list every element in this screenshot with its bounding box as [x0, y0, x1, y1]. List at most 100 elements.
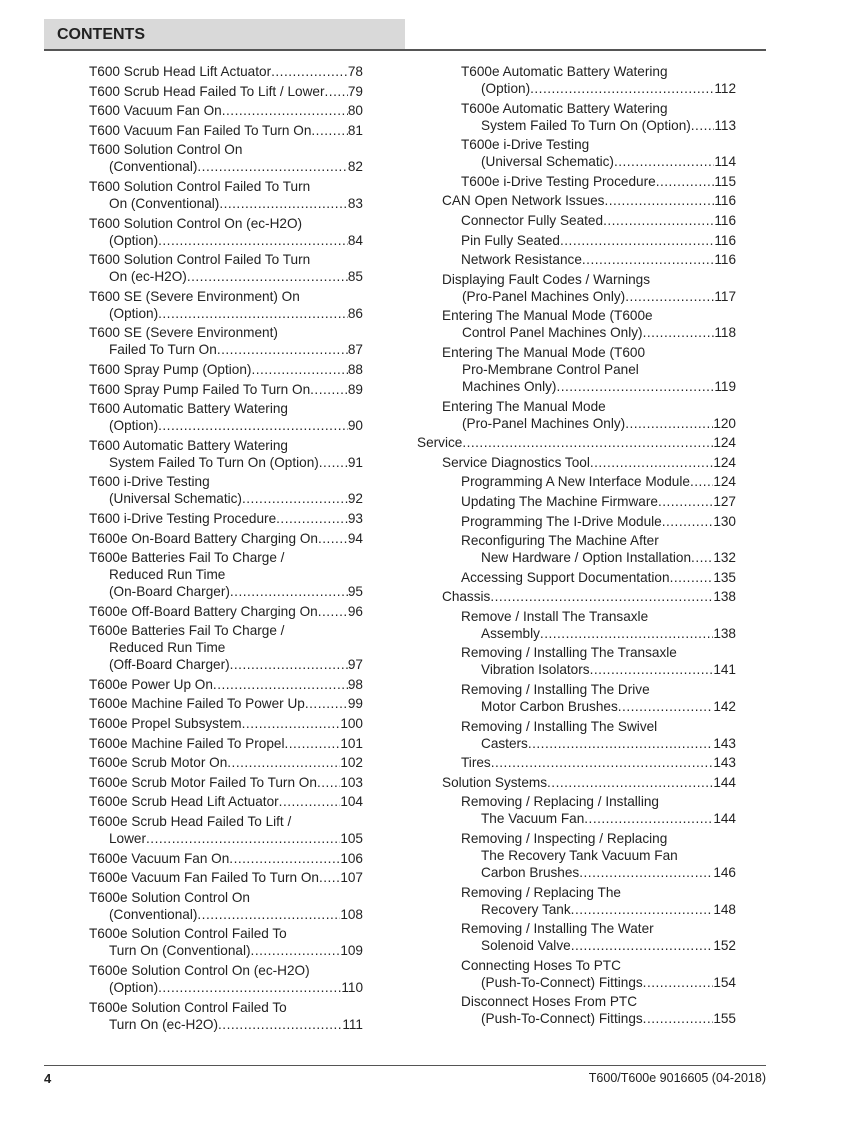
toc-entry[interactable]: Removing / Installing The Water Solenoid … [417, 920, 736, 954]
toc-entry[interactable]: Chassis 138 [417, 588, 736, 605]
toc-entry[interactable]: Connecting Hoses To PTC (Push-To-Connect)… [417, 957, 736, 991]
toc-entry-line: Pro-Membrane Control Panel [442, 361, 736, 378]
toc-entry[interactable]: Entering The Manual Mode (T600e Control P… [417, 307, 736, 341]
toc-entry-line: T600 SE (Severe Environment) On [89, 288, 363, 305]
toc-entry[interactable]: T600e i-Drive Testing (Universal Schemati… [417, 136, 736, 170]
toc-entry[interactable]: T600 Solution Control On (ec-H2O) (Option… [89, 215, 363, 249]
toc-entry-line: Failed To Turn On 87 [89, 341, 363, 358]
toc-entry[interactable]: T600 Vacuum Fan On 80 [89, 102, 363, 119]
toc-entry[interactable]: Removing / Replacing / Installing The Vac… [417, 793, 736, 827]
toc-entry[interactable]: Service Diagnostics Tool 124 [417, 454, 736, 471]
toc-entry[interactable]: Removing / Installing The Drive Motor Car… [417, 681, 736, 715]
toc-entry[interactable]: T600e Machine Failed To Propel 101 [89, 735, 363, 752]
toc-entry[interactable]: Network Resistance 116 [417, 251, 736, 268]
toc-entry[interactable]: Accessing Support Documentation 135 [417, 569, 736, 586]
toc-entry[interactable]: CAN Open Network Issues 116 [417, 192, 736, 209]
toc-page-number: 113 [714, 117, 736, 133]
toc-entry[interactable]: T600 Vacuum Fan Failed To Turn On 81 [89, 122, 363, 139]
toc-entry[interactable]: Displaying Fault Codes / Warnings (Pro-Pa… [417, 271, 736, 305]
toc-page-number: 103 [340, 774, 363, 790]
toc-entry[interactable]: T600 SE (Severe Environment) On(Option) 8… [89, 288, 363, 322]
toc-entry[interactable]: T600e Scrub Head Failed To Lift /Lower 10… [89, 813, 363, 847]
toc-page-number: 100 [340, 716, 363, 732]
dot-leader [579, 864, 713, 881]
dot-leader [490, 588, 713, 605]
toc-entry[interactable]: Disconnect Hoses From PTC (Push-To-Connec… [417, 993, 736, 1027]
toc-entry-line: (Universal Schematic) 92 [89, 490, 363, 507]
toc-entry[interactable]: T600e Batteries Fail To Charge / Reduced … [89, 549, 363, 600]
dot-leader [230, 583, 348, 600]
toc-entry[interactable]: T600e Scrub Motor Failed To Turn On 103 [89, 774, 363, 791]
toc-entry[interactable]: T600e Machine Failed To Power Up 99 [89, 695, 363, 712]
toc-entry[interactable]: T600 Solution Control On(Conventional) 82 [89, 141, 363, 175]
toc-entry-line: T600 Solution Control Failed To Turn [89, 251, 363, 268]
toc-entry-line: (Conventional) 108 [89, 906, 363, 923]
toc-entry[interactable]: Solution Systems 144 [417, 774, 736, 791]
dot-leader [590, 454, 713, 471]
toc-entry[interactable]: T600 Scrub Head Lift Actuator 78 [89, 63, 363, 80]
toc-entry[interactable]: Tires 143 [417, 754, 736, 771]
toc-entry[interactable]: T600e Automatic Battery Watering (Option)… [417, 63, 736, 97]
toc-entry-line: T600e Scrub Motor On 102 [89, 754, 363, 771]
toc-entry[interactable]: T600e Solution Control On(Conventional) 1… [89, 889, 363, 923]
toc-entry[interactable]: T600 SE (Severe Environment) Failed To Tu… [89, 324, 363, 358]
toc-entry-title: Network Resistance [461, 252, 582, 268]
dot-leader [318, 530, 348, 547]
toc-entry-line: T600 Automatic Battery Watering [89, 437, 363, 454]
toc-entry-title: T600 i-Drive Testing [89, 474, 210, 490]
toc-entry[interactable]: Connector Fully Seated 116 [417, 212, 736, 229]
toc-entry[interactable]: T600 Scrub Head Failed To Lift / Lower 79 [89, 83, 363, 100]
toc-entry[interactable]: T600 i-Drive Testing (Universal Schematic… [89, 473, 363, 507]
toc-entry-line: (Pro-Panel Machines Only) 120 [442, 415, 736, 432]
toc-entry-line: (Push-To-Connect) Fittings 155 [461, 1010, 736, 1027]
toc-entry[interactable]: T600e Automatic Battery Watering System F… [417, 100, 736, 134]
toc-page-number: 104 [340, 794, 363, 810]
toc-entry-title: Removing / Installing The Swivel [461, 718, 658, 734]
toc-entry[interactable]: T600 Automatic Battery Watering(Option) 9… [89, 400, 363, 434]
toc-page-number: 144 [713, 811, 736, 827]
toc-entry[interactable]: T600e Vacuum Fan Failed To Turn On 107 [89, 869, 363, 886]
dot-leader [462, 434, 713, 451]
toc-entry-line: (Push-To-Connect) Fittings 154 [461, 974, 736, 991]
toc-entry[interactable]: Pin Fully Seated 116 [417, 232, 736, 249]
toc-entry[interactable]: T600e Solution Control Failed To Turn On … [89, 925, 363, 959]
toc-entry[interactable]: T600 Automatic Battery Watering System Fa… [89, 437, 363, 471]
toc-entry[interactable]: T600e Solution Control Failed To Turn On … [89, 999, 363, 1033]
toc-entry[interactable]: T600 Solution Control Failed To Turn On (… [89, 178, 363, 212]
toc-page-number: 96 [347, 603, 363, 619]
toc-entry[interactable]: T600e i-Drive Testing Procedure 115 [417, 173, 736, 190]
toc-entry[interactable]: Entering The Manual Mode (T600 Pro-Membra… [417, 344, 736, 395]
toc-entry[interactable]: Programming The I-Drive Module 130 [417, 513, 736, 530]
toc-entry[interactable]: T600e Batteries Fail To Charge / Reduced … [89, 622, 363, 673]
toc-entry-line: Removing / Inspecting / Replacing [461, 830, 736, 847]
toc-entry[interactable]: T600e Power Up On 98 [89, 676, 363, 693]
toc-entry-line: Service 124 [417, 434, 736, 451]
toc-entry[interactable]: T600e On-Board Battery Charging On 94 [89, 530, 363, 547]
toc-entry[interactable]: Updating The Machine Firmware 127 [417, 493, 736, 510]
toc-entry-line: T600 i-Drive Testing Procedure 93 [89, 510, 363, 527]
toc-entry[interactable]: T600e Vacuum Fan On 106 [89, 850, 363, 867]
toc-entry-title: T600e Solution Control On [89, 889, 250, 905]
toc-entry[interactable]: Reconfiguring The Machine After New Hardw… [417, 532, 736, 566]
toc-entry[interactable]: T600 Spray Pump (Option) 88 [89, 361, 363, 378]
toc-page-number: 142 [713, 699, 736, 715]
toc-entry[interactable]: Programming A New Interface Module 124 [417, 473, 736, 490]
toc-entry[interactable]: T600 Spray Pump Failed To Turn On 89 [89, 381, 363, 398]
toc-entry[interactable]: Entering The Manual Mode (Pro-Panel Machi… [417, 398, 736, 432]
dot-leader [218, 1016, 342, 1033]
toc-entry[interactable]: T600e Solution Control On (ec-H2O) (Optio… [89, 962, 363, 996]
toc-entry[interactable]: T600e Off-Board Battery Charging On 96 [89, 603, 363, 620]
toc-entry[interactable]: Removing / Inspecting / Replacing The Rec… [417, 830, 736, 881]
toc-entry[interactable]: Removing / Installing The Transaxle Vibra… [417, 644, 736, 678]
toc-entry[interactable]: Service 124 [417, 434, 736, 451]
toc-entry[interactable]: T600 i-Drive Testing Procedure 93 [89, 510, 363, 527]
toc-entry[interactable]: T600e Scrub Head Lift Actuator 104 [89, 793, 363, 810]
toc-entry[interactable]: T600e Scrub Motor On 102 [89, 754, 363, 771]
toc-entry[interactable]: T600e Propel Subsystem 100 [89, 715, 363, 732]
toc-entry-title: Service [417, 435, 463, 451]
dot-leader [560, 232, 714, 249]
toc-entry[interactable]: T600 Solution Control Failed To Turn On (… [89, 251, 363, 285]
